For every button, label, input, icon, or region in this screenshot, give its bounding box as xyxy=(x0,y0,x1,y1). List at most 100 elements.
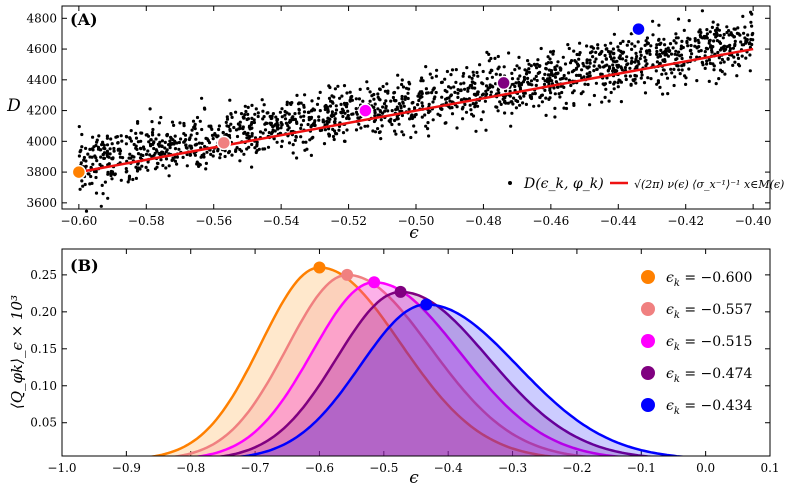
scatter-point xyxy=(676,64,680,68)
scatter-point xyxy=(712,68,716,72)
scatter-point xyxy=(639,76,643,80)
scatter-point xyxy=(107,155,111,159)
scatter-point xyxy=(334,111,338,115)
scatter-point xyxy=(595,67,599,71)
scatter-point xyxy=(92,169,96,174)
scatter-point xyxy=(469,108,473,112)
scatter-point xyxy=(633,73,637,78)
scatter-point xyxy=(416,94,420,98)
peak-marker xyxy=(420,298,433,311)
scatter-point xyxy=(244,109,248,114)
scatter-point xyxy=(425,91,429,95)
scatter-point xyxy=(136,120,140,124)
scatter-point xyxy=(609,41,613,45)
scatter-point xyxy=(750,33,754,37)
scatter-point xyxy=(748,69,752,73)
scatter-point xyxy=(510,111,514,115)
scatter-point xyxy=(359,126,363,130)
scatter-point xyxy=(678,54,682,58)
scatter-point xyxy=(536,71,540,75)
scatter-point xyxy=(84,164,88,168)
scatter-point xyxy=(549,91,553,95)
scatter-point xyxy=(515,99,520,103)
scatter-point xyxy=(580,76,584,80)
scatter-point xyxy=(576,62,580,66)
scatter-point xyxy=(371,129,375,133)
scatter-point xyxy=(440,95,444,99)
scatter-point xyxy=(101,140,105,144)
highlighted-point xyxy=(496,75,511,91)
scatter-point xyxy=(206,138,210,143)
scatter-point xyxy=(110,177,114,181)
scatter-point xyxy=(235,134,240,139)
panel-a-frame xyxy=(61,5,771,210)
scatter-point xyxy=(655,60,660,64)
scatter-point xyxy=(159,115,163,120)
scatter-point xyxy=(548,96,552,100)
scatter-point xyxy=(185,164,189,168)
panel-b-y-axis-title: ⟨Q_φk⟩_ϵ × 10³ xyxy=(8,295,26,409)
scatter-point xyxy=(535,78,539,83)
scatter-point xyxy=(645,49,649,53)
scatter-point xyxy=(485,92,489,96)
scatter-point xyxy=(250,132,254,136)
scatter-point xyxy=(209,152,213,156)
scatter-point xyxy=(83,182,87,187)
scatter-point xyxy=(144,133,148,137)
scatter-point xyxy=(717,77,721,81)
scatter-point xyxy=(366,124,370,128)
scatter-point xyxy=(510,77,515,81)
scatter-point xyxy=(716,23,720,27)
scatter-point xyxy=(556,60,560,64)
scatter-point xyxy=(297,108,301,112)
scatter-point xyxy=(460,98,464,102)
scatter-point xyxy=(179,137,183,141)
scatter-point xyxy=(718,41,723,46)
scatter-point xyxy=(96,145,101,149)
scatter-point xyxy=(591,55,595,59)
scatter-point xyxy=(560,90,564,95)
scatter-point xyxy=(84,146,88,150)
scatter-point xyxy=(468,103,472,107)
scatter-point xyxy=(456,95,460,99)
scatter-point xyxy=(628,66,632,70)
scatter-point xyxy=(544,62,549,66)
scatter-point xyxy=(330,94,334,98)
scatter-point xyxy=(448,106,452,110)
scatter-point xyxy=(312,108,317,112)
scatter-point xyxy=(420,76,424,80)
scatter-point xyxy=(714,82,718,86)
scatter-point xyxy=(746,33,750,37)
scatter-point xyxy=(250,134,254,138)
scatter-point xyxy=(708,61,713,65)
scatter-point xyxy=(309,153,313,157)
scatter-point xyxy=(379,118,383,122)
scatter-point xyxy=(378,109,382,114)
scatter-point xyxy=(412,115,417,119)
scatter-point xyxy=(401,85,406,89)
panel-a-x-tick-label: −0.56 xyxy=(195,214,232,228)
scatter-point xyxy=(644,58,648,62)
scatter-point xyxy=(91,162,95,166)
scatter-point xyxy=(585,59,589,63)
scatter-point xyxy=(334,104,338,108)
scatter-point xyxy=(542,82,547,86)
scatter-point xyxy=(297,111,301,115)
scatter-point xyxy=(295,93,299,97)
scatter-point xyxy=(617,48,621,52)
scatter-point xyxy=(539,46,543,51)
scatter-point xyxy=(177,147,181,151)
scatter-point xyxy=(485,50,489,55)
scatter-point xyxy=(157,144,161,148)
scatter-point xyxy=(489,68,493,72)
scatter-point xyxy=(134,144,138,148)
scatter-point xyxy=(747,42,751,46)
scatter-point xyxy=(592,69,596,73)
scatter-point xyxy=(680,56,684,61)
scatter-point xyxy=(247,125,251,129)
scatter-point xyxy=(267,131,271,135)
panel-a-y-tick-label: 4600 xyxy=(26,42,57,56)
scatter-point xyxy=(152,146,156,151)
scatter-point xyxy=(221,131,225,135)
scatter-point xyxy=(733,44,737,48)
